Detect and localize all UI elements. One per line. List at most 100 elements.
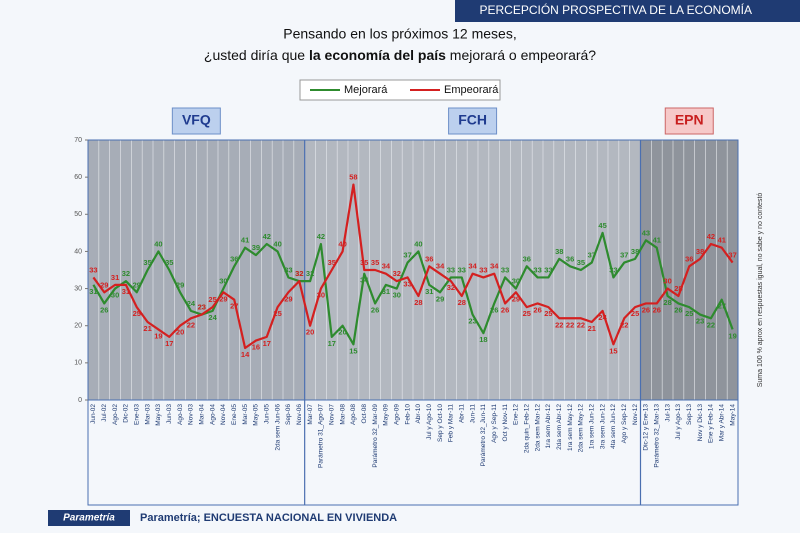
y-tick-label: 40: [74, 248, 82, 255]
x-tick-label: Nov-07: [328, 404, 335, 425]
x-tick-label: Jul y Ago-13: [675, 404, 682, 440]
x-tick-label: Mar-04: [198, 404, 205, 425]
data-label: 30: [317, 291, 325, 300]
x-tick-label: Jul-13: [664, 404, 671, 422]
data-label: 22: [620, 320, 628, 329]
data-label: 22: [707, 320, 715, 329]
data-label: 22: [566, 320, 574, 329]
data-label: 29: [176, 280, 184, 289]
logo: Parametría: [63, 513, 115, 524]
title-bold: la economía del país: [309, 47, 446, 63]
data-label: 22: [187, 320, 195, 329]
data-label: 45: [598, 221, 606, 230]
x-tick-label: Abr-11: [458, 404, 465, 423]
data-label: 32: [306, 269, 314, 278]
x-tick-label: Sep y Oct-10: [437, 404, 444, 442]
x-tick-label: Nov-06: [296, 404, 303, 425]
data-label: 28: [458, 298, 466, 307]
data-label: 21: [143, 324, 151, 333]
data-label: 34: [382, 262, 391, 271]
data-label: 15: [349, 346, 357, 355]
x-tick-label: 2da sem Jun-06: [274, 404, 281, 451]
x-tick-label: Ago y Sep-11: [491, 404, 498, 443]
x-tick-label: Mar y Abr-14: [718, 404, 725, 442]
x-tick-label: Jun-11: [469, 404, 476, 424]
data-label: 26: [490, 305, 498, 314]
x-tick-label: Mar-03: [144, 404, 151, 425]
x-tick-label: Jun-05: [263, 404, 270, 424]
data-label: 25: [523, 309, 531, 318]
x-tick-label: Jul y Ago-10: [426, 404, 433, 440]
period-area: [304, 140, 641, 400]
data-label: 33: [501, 265, 509, 274]
x-tick-label: 2da sem Abr-12: [556, 404, 563, 450]
data-label: 37: [403, 251, 411, 260]
data-label: 29: [100, 280, 108, 289]
data-label: 37: [728, 251, 736, 260]
data-label: 25: [273, 309, 281, 318]
side-note: Suma 100 % aprox en respuestas igual, no…: [757, 193, 764, 388]
title-line-2: ¿usted diría que la economía del país me…: [204, 47, 596, 63]
legend-label: Empeorará: [444, 84, 499, 96]
data-label: 40: [154, 239, 162, 248]
x-tick-label: Ene-05: [231, 404, 238, 425]
period-box: [171, 107, 221, 135]
data-label: 33: [533, 265, 541, 274]
data-label: 25: [544, 309, 552, 318]
x-tick-label: Jun-03: [166, 404, 173, 424]
data-label: 32: [393, 269, 401, 278]
data-label: 30: [512, 277, 520, 286]
data-label: 32: [295, 269, 303, 278]
data-label: 20: [176, 328, 184, 337]
x-tick-label: Parámetro 32_Mar-13: [653, 404, 660, 468]
data-label: 34: [490, 262, 499, 271]
data-label: 41: [241, 236, 249, 245]
y-tick-label: 20: [74, 323, 82, 330]
label-frame: [87, 399, 739, 506]
data-label: 20: [338, 328, 346, 337]
data-label: 58: [349, 173, 357, 182]
data-label: 28: [674, 284, 682, 293]
data-label: 30: [219, 277, 227, 286]
data-label: 33: [479, 265, 487, 274]
data-label: 31: [425, 287, 433, 296]
data-label: 33: [89, 265, 97, 274]
data-label: 21: [588, 324, 596, 333]
data-label: 17: [263, 339, 271, 348]
x-tick-label: Sep-06: [285, 404, 292, 425]
x-tick-label: Ago-09: [393, 404, 400, 425]
data-label: 23: [198, 303, 206, 312]
data-label: 23: [696, 317, 704, 326]
data-label: 42: [263, 232, 271, 241]
x-tick-label: Dic-02: [123, 404, 130, 423]
period-box: [664, 107, 714, 135]
y-tick-label: 50: [74, 211, 82, 218]
data-label: 19: [728, 331, 736, 340]
data-label: 35: [371, 258, 379, 267]
x-tick-label: 1ra sem May-12: [567, 404, 574, 451]
title-line-1: Pensando en los próximos 12 meses,: [283, 26, 516, 42]
data-label: 23: [198, 303, 206, 312]
x-tick-label: Abr-10: [415, 404, 422, 424]
data-label: 29: [284, 294, 292, 303]
data-label: 40: [338, 239, 346, 248]
data-label: 39: [252, 243, 260, 252]
x-tick-label: 2da quin_Feb-12: [523, 404, 530, 454]
x-tick-label: Jun-02: [90, 404, 97, 424]
data-label: 27: [718, 302, 726, 311]
x-tick-label: Oct-08: [361, 404, 368, 424]
x-tick-label: Feb y Mar-11: [448, 404, 455, 443]
data-label: 41: [653, 236, 661, 245]
data-label: 35: [165, 258, 173, 267]
series-line: [92, 183, 734, 350]
data-label: 30: [393, 291, 401, 300]
x-tick-label: May-05: [253, 404, 260, 426]
x-tick-label: Feb-10: [404, 404, 411, 425]
data-label: 36: [523, 254, 531, 263]
data-label: 17: [165, 339, 173, 348]
period-area: [640, 140, 738, 400]
x-tick-label: Sep-13: [686, 404, 693, 425]
data-label: 30: [663, 277, 671, 286]
data-label: 14: [241, 350, 250, 359]
